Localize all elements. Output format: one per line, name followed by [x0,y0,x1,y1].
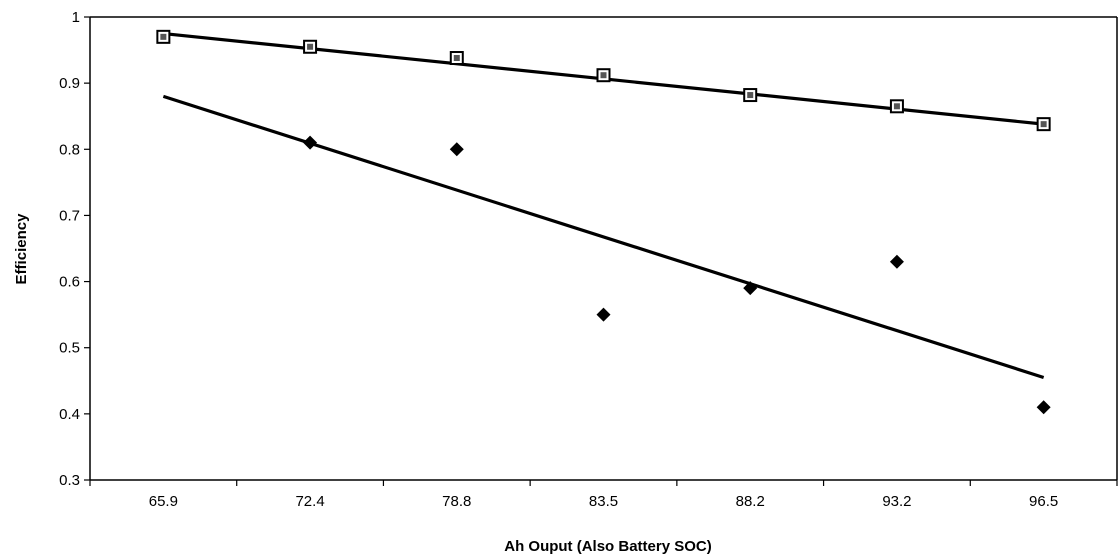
square-marker-fill [747,92,754,99]
x-tick-label: 88.2 [736,493,765,510]
square-marker [1036,117,1051,132]
square-marker-fill [307,43,314,50]
x-tick-label: 83.5 [589,493,618,510]
y-tick-label: 0.7 [59,207,80,224]
square-marker [889,99,904,114]
square-marker [743,88,758,103]
x-tick-label: 96.5 [1029,493,1058,510]
y-axis-title: Efficiency [13,213,30,285]
square-marker-fill [160,33,167,40]
square-marker [303,39,318,54]
data-markers [156,29,1051,415]
y-axis: 0.3 0.4 0.5 0.6 0.7 0.8 0.9 1 [59,9,90,489]
diamond-marker [449,142,464,157]
x-tick-label: 72.4 [295,493,324,510]
square-marker [596,68,611,83]
diamond-marker [596,307,611,322]
trendline-series-2 [162,94,1045,380]
plot-frame [89,16,1118,481]
y-tick-label: 0.5 [59,340,80,357]
x-tick-label: 65.9 [149,493,178,510]
y-tick-label: 0.9 [59,75,80,92]
x-axis-title: Ah Ouput (Also Battery SOC) [504,538,712,555]
square-marker-fill [893,103,900,110]
diamond-marker [303,135,318,150]
trendlines [162,31,1045,380]
diamond-marker [1036,400,1051,415]
y-tick-label: 0.8 [59,141,80,158]
square-marker-fill [453,55,460,62]
y-tick-label: 0.4 [59,406,80,423]
y-tick-label: 0.6 [59,274,80,291]
x-tick-label: 78.8 [442,493,471,510]
square-marker [449,51,464,66]
y-tick-label: 0.3 [59,472,80,489]
square-marker [156,29,171,44]
square-marker-fill [600,72,607,79]
y-tick-label: 1 [72,9,80,26]
x-tick-label: 93.2 [882,493,911,510]
diamond-marker [889,254,904,269]
diamond-marker [743,281,758,296]
x-axis: 65.9 72.4 78.8 83.5 88.2 93.2 96.5 [89,480,1118,510]
square-marker-fill [1040,121,1047,128]
